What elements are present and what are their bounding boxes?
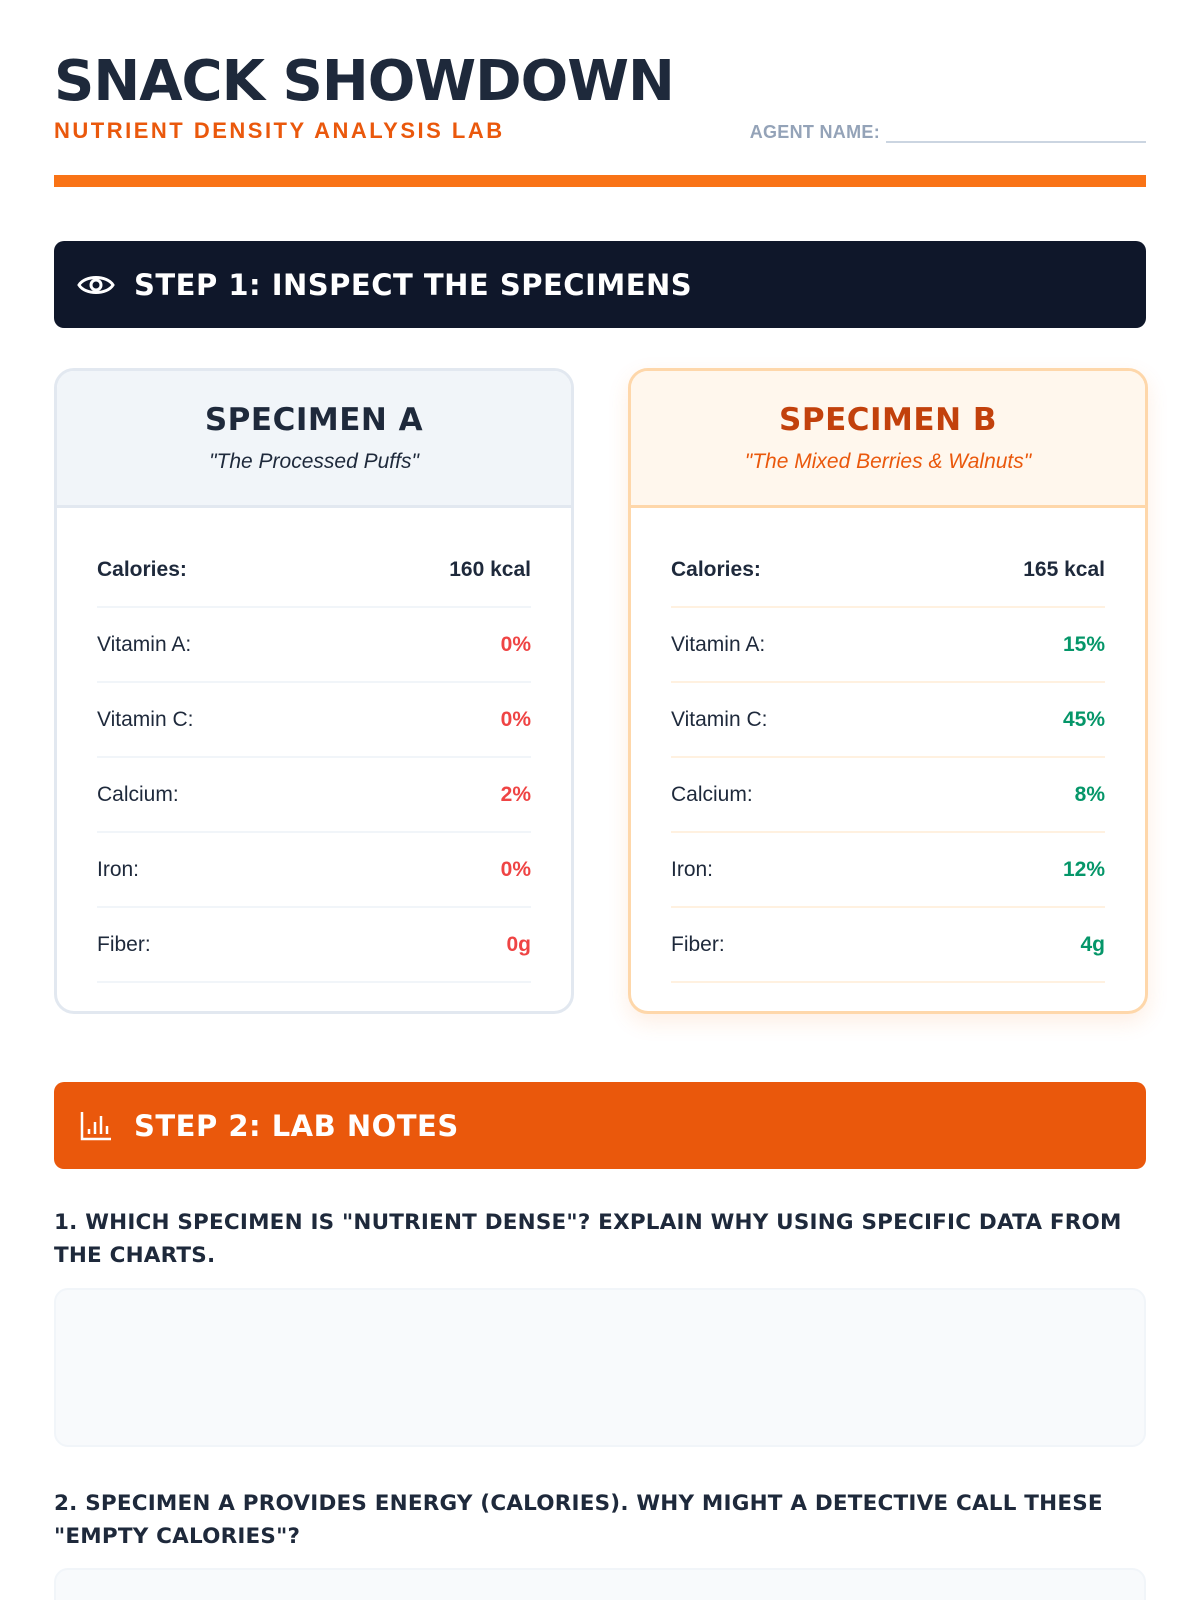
nutrient-label: Iron: [97,857,140,881]
specimen-b-title: SPECIMEN B [779,402,997,438]
nutrient-label: Calcium: [671,782,753,806]
nutrient-value: 8% [1074,782,1105,806]
nutrient-row: Vitamin C: 45% [671,683,1105,758]
nutrient-label: Calories: [671,557,761,581]
agent-name-label: AGENT NAME: [749,122,880,142]
specimen-b-header: SPECIMEN B "The Mixed Berries & Walnuts" [631,371,1145,508]
nutrient-value: 0% [500,707,531,731]
page-title: SNACK SHOWDOWN [54,49,675,114]
nutrient-value: 160 kcal [449,557,531,581]
answer-box-1[interactable] [54,1288,1146,1447]
nutrient-label: Calcium: [97,782,179,806]
question-1: 1. WHICH SPECIMEN IS "NUTRIENT DENSE"? E… [54,1210,1122,1268]
nutrient-row: Calories: 160 kcal [97,533,531,608]
specimen-a-subtitle: "The Processed Puffs" [209,450,419,473]
specimen-a-title: SPECIMEN A [204,402,424,438]
question-2: 2. SPECIMEN A PROVIDES ENERGY (CALORIES)… [54,1491,1103,1549]
nutrient-row: Vitamin C: 0% [97,683,531,758]
nutrient-label: Iron: [671,857,714,881]
bar-chart-icon [76,1110,116,1142]
nutrient-label: Fiber: [671,932,725,956]
nutrient-value: 45% [1062,707,1105,731]
page-subtitle: NUTRIENT DENSITY ANALYSIS LAB [54,118,505,143]
nutrient-value: 165 kcal [1023,557,1105,581]
nutrient-row: Calcium: 8% [671,758,1105,833]
nutrient-row: Fiber: 0g [97,908,531,983]
step2-banner: STEP 2: LAB NOTES [54,1082,1146,1169]
nutrient-label: Vitamin C: [671,707,768,731]
nutrient-row: Fiber: 4g [671,908,1105,983]
nutrient-row: Iron: 12% [671,833,1105,908]
header: SNACK SHOWDOWN NUTRIENT DENSITY ANALYSIS… [54,0,1146,187]
nutrient-value: 0% [500,632,531,656]
nutrient-value: 4g [1080,932,1105,956]
nutrient-value: 0% [500,857,531,881]
nutrient-label: Vitamin A: [671,632,766,656]
nutrient-label: Calories: [97,557,187,581]
agent-name-line[interactable] [886,125,1146,143]
step1-banner: STEP 1: INSPECT THE SPECIMENS [54,241,1146,328]
nutrient-value: 0g [506,932,531,956]
specimen-a-header: SPECIMEN A "The Processed Puffs" [57,371,571,508]
nutrient-row: Calories: 165 kcal [671,533,1105,608]
nutrient-row: Vitamin A: 0% [97,608,531,683]
nutrient-row: Iron: 0% [97,833,531,908]
header-divider [54,175,1146,187]
step1-title: STEP 1: INSPECT THE SPECIMENS [134,267,693,302]
specimen-b-card: SPECIMEN B "The Mixed Berries & Walnuts"… [628,368,1148,1014]
nutrient-value: 12% [1062,857,1105,881]
nutrient-value: 2% [500,782,531,806]
nutrient-label: Vitamin A: [97,632,192,656]
specimen-b-subtitle: "The Mixed Berries & Walnuts" [744,450,1032,473]
nutrient-label: Vitamin C: [97,707,194,731]
agent-name-field[interactable]: AGENT NAME: [750,122,1146,143]
answer-box-2[interactable] [54,1568,1146,1600]
specimen-a-card: SPECIMEN A "The Processed Puffs" Calorie… [54,368,574,1014]
nutrient-row: Vitamin A: 15% [671,608,1105,683]
nutrient-value: 15% [1062,632,1105,656]
nutrient-row: Calcium: 2% [97,758,531,833]
step2-title: STEP 2: LAB NOTES [134,1108,459,1143]
nutrient-label: Fiber: [97,932,151,956]
eye-icon [76,269,116,301]
